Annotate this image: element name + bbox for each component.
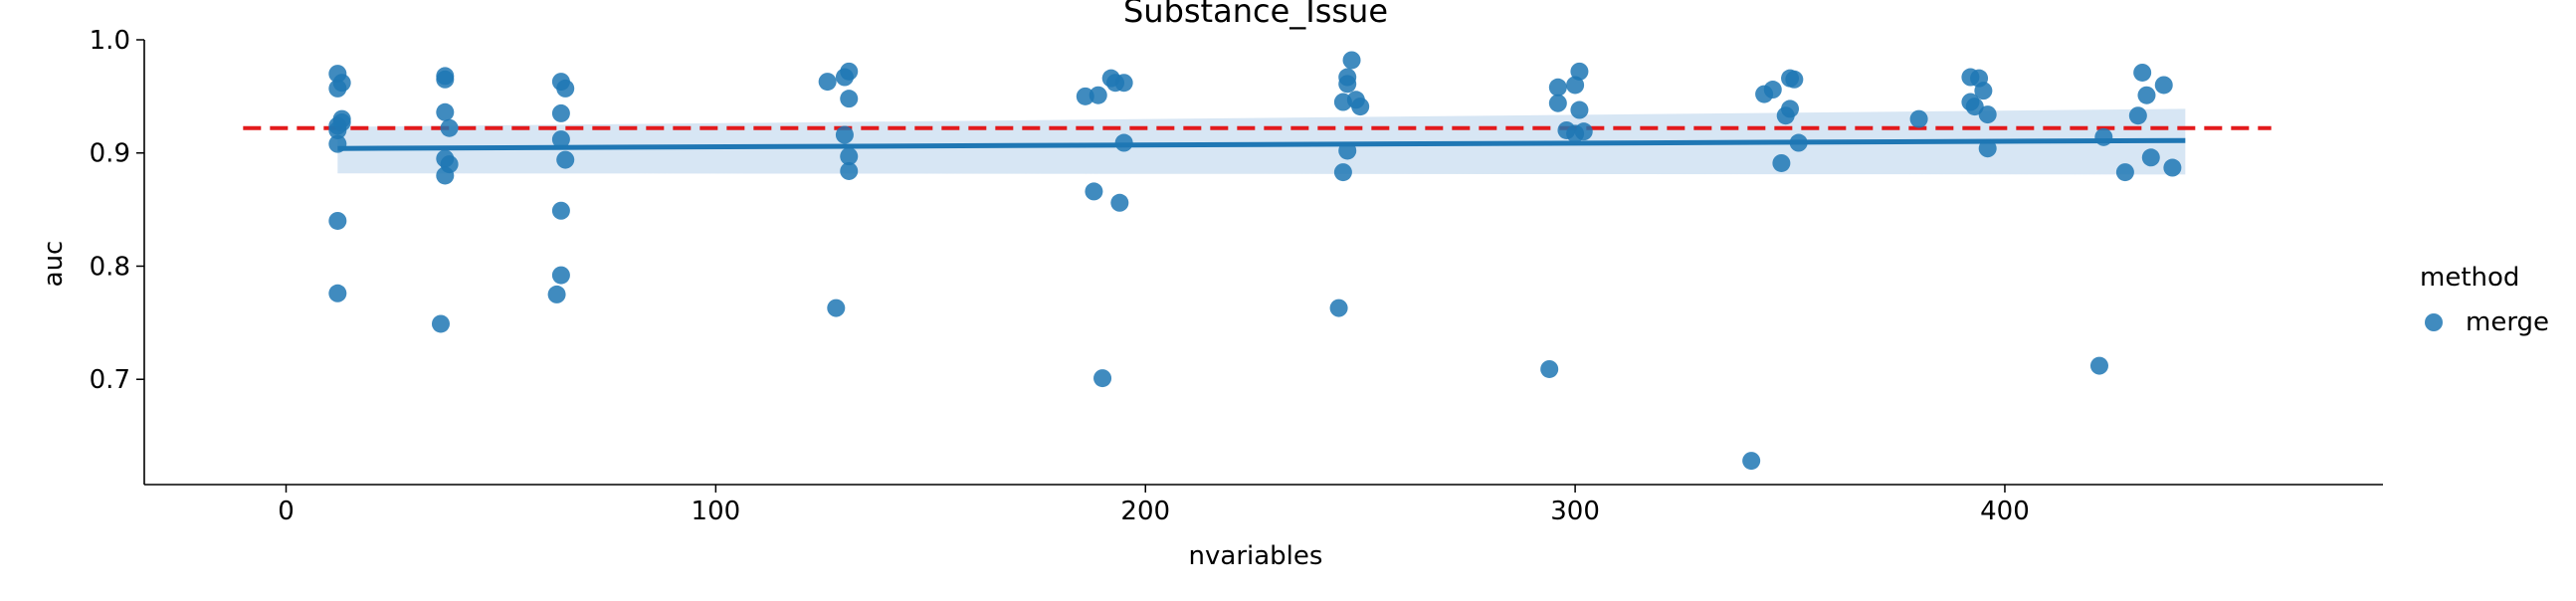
data-point bbox=[840, 90, 859, 108]
data-point bbox=[328, 211, 347, 230]
data-point bbox=[1114, 133, 1133, 152]
data-point bbox=[1566, 76, 1585, 95]
y-tick-label: 1.0 bbox=[90, 26, 130, 56]
data-point bbox=[1548, 78, 1567, 97]
data-point bbox=[551, 266, 570, 285]
legend-marker bbox=[2425, 313, 2443, 331]
confidence-band bbox=[337, 108, 2186, 175]
data-point bbox=[1333, 163, 1352, 182]
data-point bbox=[840, 147, 859, 166]
data-point bbox=[547, 285, 566, 303]
x-tick-label: 0 bbox=[278, 497, 295, 526]
data-point bbox=[1785, 70, 1804, 89]
data-point bbox=[1085, 182, 1103, 201]
data-point bbox=[328, 284, 347, 302]
y-axis-label: auc bbox=[39, 241, 69, 288]
data-point bbox=[1974, 82, 1993, 100]
data-point bbox=[2137, 86, 2156, 104]
data-point bbox=[431, 314, 450, 333]
data-point bbox=[328, 134, 347, 153]
data-point bbox=[1093, 369, 1112, 388]
data-point bbox=[1574, 122, 1593, 141]
data-point bbox=[1351, 98, 1370, 116]
data-point bbox=[1789, 133, 1808, 152]
data-point bbox=[835, 125, 854, 144]
data-point bbox=[551, 130, 570, 149]
data-point bbox=[840, 62, 859, 81]
y-tick-label: 0.8 bbox=[90, 252, 130, 282]
data-point bbox=[332, 113, 351, 132]
data-point bbox=[1763, 81, 1782, 100]
data-point bbox=[436, 102, 455, 121]
data-point bbox=[440, 118, 459, 137]
data-point bbox=[556, 79, 575, 98]
regression-line-group bbox=[337, 137, 2186, 151]
data-point bbox=[440, 155, 459, 174]
data-point bbox=[551, 103, 570, 122]
data-point bbox=[1742, 452, 1761, 471]
chart-title: Substance_Issue bbox=[1123, 0, 1388, 30]
data-point bbox=[1338, 75, 1357, 94]
data-point bbox=[2163, 158, 2182, 177]
axes bbox=[143, 40, 2383, 486]
x-tick-label: 400 bbox=[1980, 497, 2030, 526]
data-point bbox=[2089, 356, 2108, 375]
x-tick-label: 100 bbox=[692, 497, 741, 526]
data-point bbox=[1338, 141, 1357, 160]
data-point bbox=[1329, 299, 1348, 317]
regression-line bbox=[337, 137, 2186, 151]
data-point bbox=[1076, 87, 1094, 105]
y-tick-label: 0.7 bbox=[90, 365, 130, 395]
data-point bbox=[2141, 148, 2160, 167]
data-point bbox=[556, 150, 575, 169]
data-point bbox=[1772, 153, 1791, 172]
data-point bbox=[1110, 193, 1129, 212]
data-point bbox=[1570, 62, 1589, 81]
data-point bbox=[2133, 63, 2152, 82]
data-point bbox=[1114, 74, 1133, 93]
data-point bbox=[2154, 76, 2173, 95]
data-point bbox=[1540, 359, 1559, 378]
data-point bbox=[818, 73, 837, 92]
ticks: 0 100 200 300 400 0.7 0.8 0.9 1.0 bbox=[90, 26, 2030, 526]
x-axis-label: nvariables bbox=[1189, 541, 1323, 571]
y-tick-label: 0.9 bbox=[90, 139, 130, 169]
legend-title: method bbox=[2420, 263, 2519, 293]
legend-label-merge: merge bbox=[2466, 307, 2549, 337]
data-point bbox=[551, 201, 570, 220]
data-point bbox=[1781, 100, 1800, 118]
data-point bbox=[1978, 105, 1997, 124]
data-point bbox=[840, 161, 859, 180]
data-point bbox=[1961, 93, 1980, 111]
data-point bbox=[2115, 163, 2134, 182]
data-point bbox=[2094, 127, 2113, 146]
data-point bbox=[1909, 109, 1928, 128]
data-point bbox=[328, 79, 347, 98]
x-tick-label: 300 bbox=[1550, 497, 1600, 526]
data-points bbox=[328, 51, 2182, 471]
x-tick-label: 200 bbox=[1120, 497, 1170, 526]
data-point bbox=[1978, 139, 1997, 158]
data-point bbox=[1342, 51, 1361, 70]
data-point bbox=[1570, 100, 1589, 119]
data-point bbox=[1548, 94, 1567, 112]
data-point bbox=[1089, 86, 1107, 104]
data-point bbox=[2128, 106, 2147, 125]
data-point bbox=[436, 70, 455, 89]
confidence-band-area bbox=[337, 108, 2186, 175]
data-point bbox=[827, 299, 846, 317]
